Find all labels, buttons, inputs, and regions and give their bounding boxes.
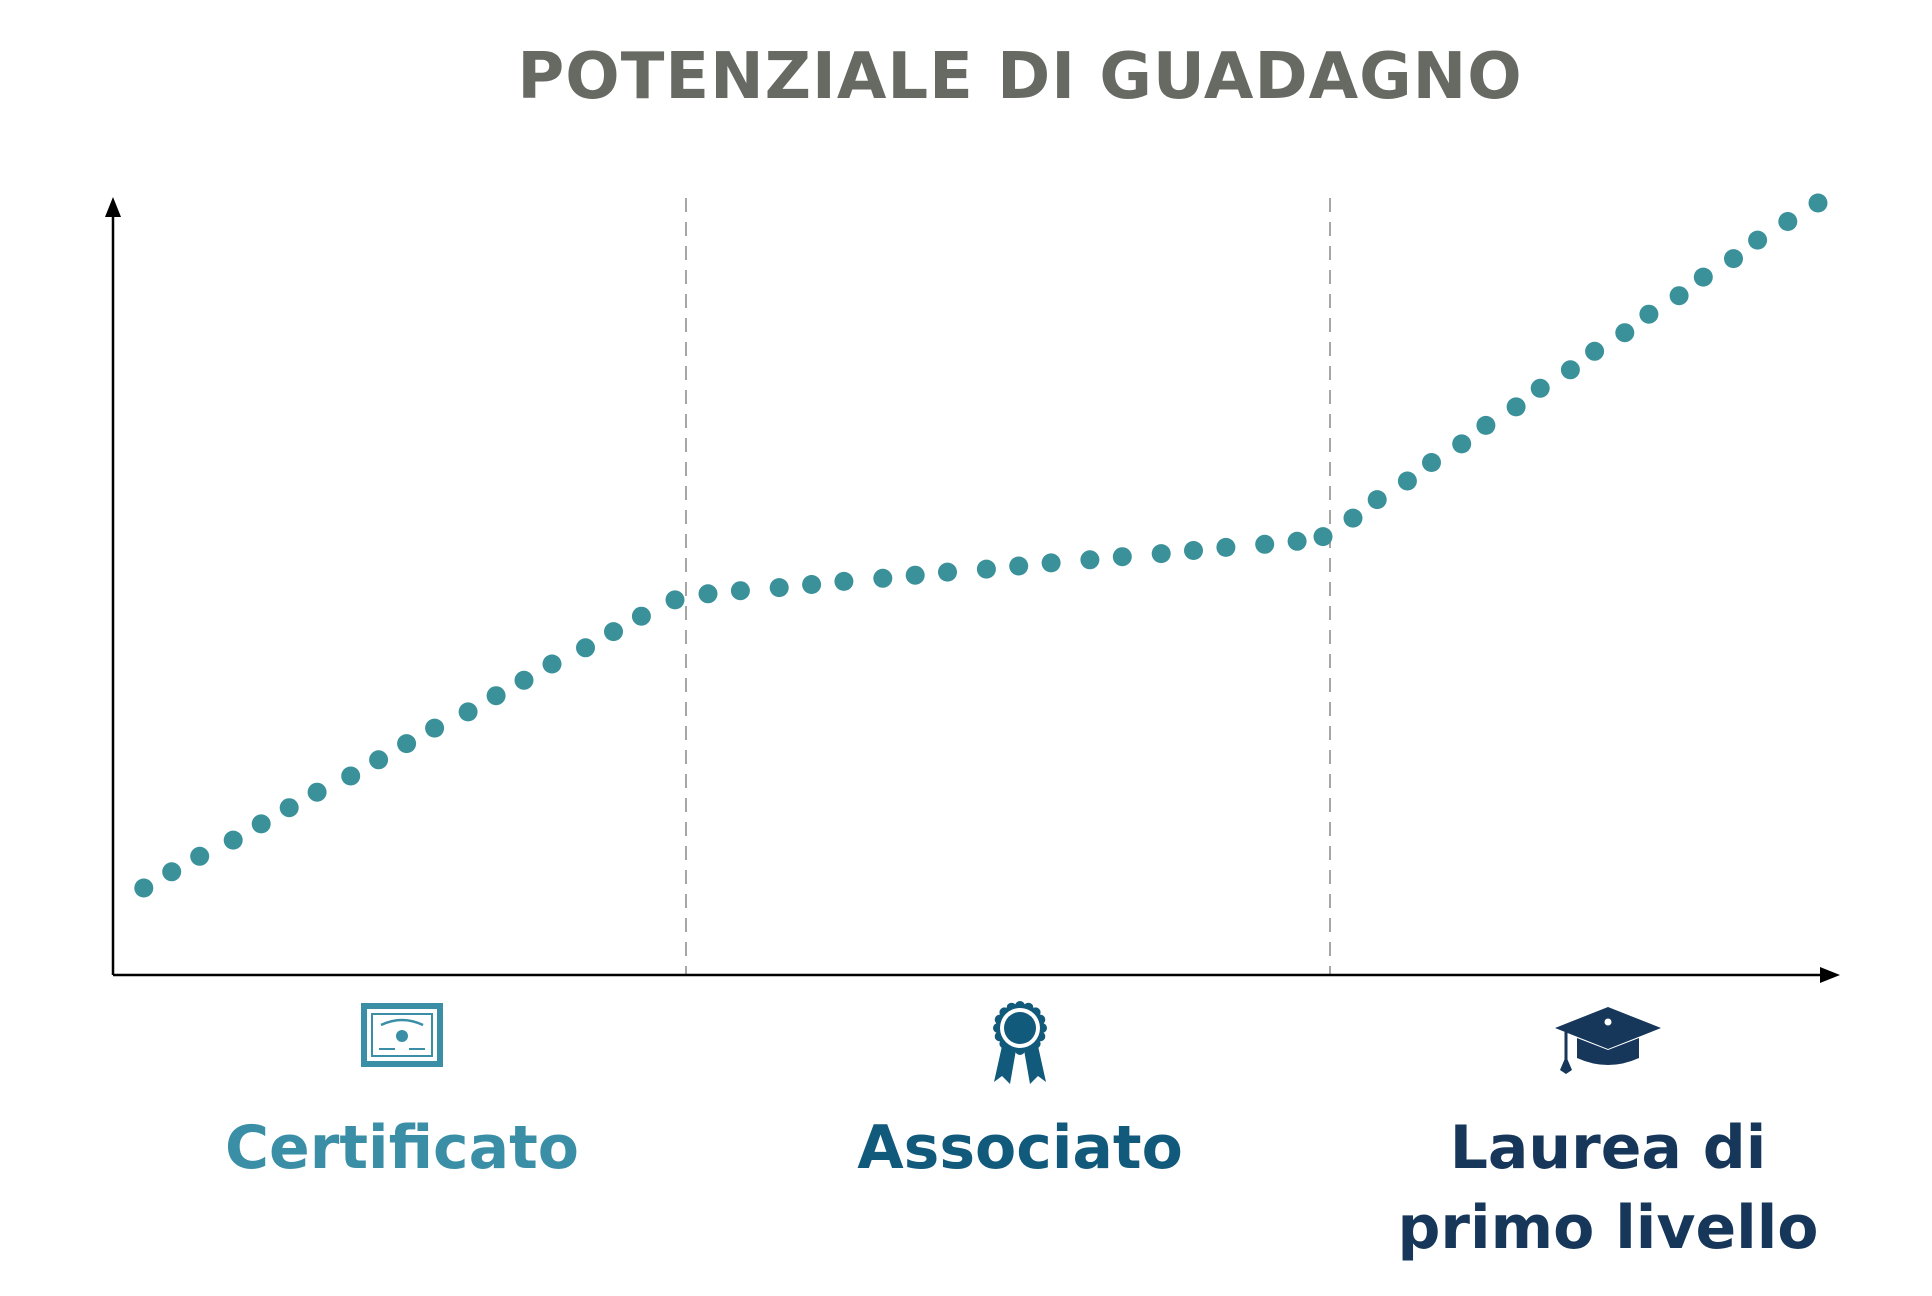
data-point: [1669, 286, 1689, 306]
data-point: [1009, 556, 1029, 576]
data-point: [905, 565, 925, 585]
y-axis-arrow: [105, 197, 121, 217]
category-label: Laurea di primo livello: [1328, 1108, 1888, 1268]
data-point: [1422, 453, 1441, 472]
data-point: [1615, 323, 1635, 343]
data-point: [1748, 230, 1768, 250]
data-point: [1452, 434, 1472, 454]
data-point: [1724, 249, 1743, 269]
data-point: [698, 584, 718, 604]
data-point: [1585, 341, 1605, 361]
data-point: [251, 814, 271, 834]
award-ribbon-icon: [993, 1001, 1047, 1084]
data-point: [134, 878, 154, 898]
category-label-line: Certificato: [225, 1113, 579, 1183]
data-point: [1216, 537, 1236, 557]
graduation-cap-icon: [1555, 1007, 1661, 1074]
data-point: [769, 578, 789, 598]
category-label: Associato: [740, 1108, 1300, 1188]
data-point: [1778, 212, 1798, 231]
data-point: [279, 798, 299, 818]
data-point: [1476, 415, 1496, 435]
data-point: [1041, 553, 1061, 573]
data-point: [1397, 471, 1417, 491]
data-point: [1151, 544, 1171, 564]
data-point: [458, 702, 478, 722]
category-label-line: Associato: [857, 1113, 1183, 1183]
data-point: [1112, 547, 1132, 567]
data-point: [514, 670, 534, 690]
data-point: [730, 581, 750, 601]
category-label: Certificato: [122, 1108, 682, 1188]
data-point: [425, 718, 445, 738]
data-point: [802, 575, 822, 594]
data-point: [1693, 267, 1713, 287]
data-point: [341, 766, 361, 786]
data-point: [369, 750, 389, 770]
data-point: [631, 606, 651, 626]
data-point: [486, 686, 506, 706]
data-point: [604, 622, 623, 642]
data-point: [190, 846, 210, 866]
data-point: [576, 638, 595, 658]
data-point: [1080, 550, 1100, 570]
data-point: [1808, 193, 1828, 213]
data-point: [1506, 397, 1526, 417]
x-axis-arrow: [1820, 967, 1840, 983]
data-point: [397, 734, 417, 754]
data-point: [1530, 378, 1550, 398]
data-point: [162, 862, 182, 882]
data-point: [1313, 527, 1333, 547]
category-label-line: Laurea di: [1449, 1113, 1767, 1183]
data-point: [1287, 531, 1307, 551]
chart-title: POTENZIALE DI GUADAGNO: [517, 40, 1523, 114]
data-point: [665, 590, 685, 610]
certificate-icon: [361, 1003, 443, 1067]
data-point: [873, 568, 893, 588]
category-label-line: primo livello: [1397, 1193, 1819, 1263]
series-points: [134, 193, 1828, 898]
data-point: [1639, 304, 1659, 324]
data-point: [834, 571, 854, 591]
tier-dividers: [685, 198, 1331, 975]
data-point: [1343, 508, 1363, 528]
data-point: [542, 654, 562, 674]
data-point: [1560, 360, 1580, 380]
data-point: [1184, 541, 1203, 560]
data-point: [938, 562, 957, 582]
data-point: [307, 782, 327, 802]
data-point: [976, 559, 996, 579]
data-point: [223, 830, 243, 850]
data-point: [1367, 490, 1387, 510]
data-point: [1255, 534, 1275, 554]
